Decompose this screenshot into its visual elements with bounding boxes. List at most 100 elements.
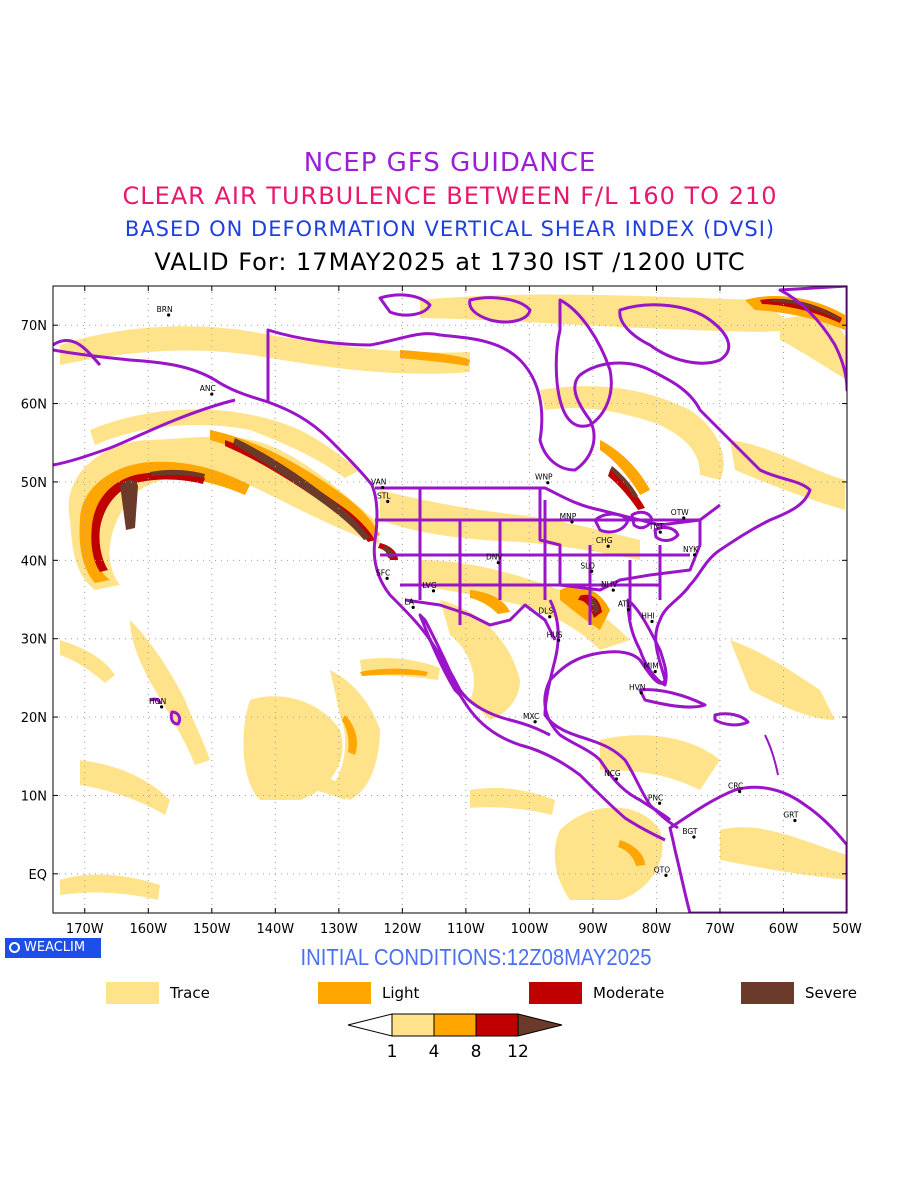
lon-label: 80W <box>642 922 672 937</box>
colorbar-tick-label: 8 <box>471 1042 482 1062</box>
station-label: STL <box>377 492 391 501</box>
station-dot <box>639 691 643 695</box>
station-label: HHI <box>641 611 655 620</box>
chart-title: NCEP GFS GUIDANCE <box>303 148 597 178</box>
station-dot <box>653 670 657 674</box>
lat-label: EQ <box>29 868 47 883</box>
station-dot <box>167 313 171 317</box>
station-label: HVN <box>629 683 645 692</box>
station-dot <box>793 818 797 823</box>
colorbar-tick-label: 1 <box>387 1042 398 1062</box>
station-label: PNC <box>648 793 663 802</box>
colorbar-below-arrow <box>347 1013 393 1037</box>
station-dot <box>614 777 619 781</box>
lon-label: 120W <box>384 922 422 937</box>
lat-label: 10N <box>21 789 47 804</box>
colorbar-trace <box>391 1013 435 1037</box>
initial-conditions: INITIAL CONDITIONS:12Z08MAY2025 <box>300 944 652 970</box>
station-label: MNP <box>560 512 577 521</box>
brand-label: WEACLIM <box>24 940 86 955</box>
valid-time: VALID For: 17MAY2025 at 1730 IST /1200 U… <box>154 248 746 276</box>
station-dot <box>385 576 389 580</box>
station-label: LVG <box>422 581 436 590</box>
lon-label: 160W <box>129 922 167 937</box>
station-label: DNV <box>486 553 503 562</box>
weaclim-circle-icon <box>9 942 20 953</box>
station-dot <box>570 520 574 524</box>
lon-label: 70W <box>705 922 735 937</box>
station-dot <box>210 392 214 396</box>
station-label: HUS <box>547 630 563 639</box>
colorbar-tick-label: 4 <box>429 1042 440 1062</box>
station-label: NYK <box>683 545 699 554</box>
lon-label: 90W <box>578 922 608 937</box>
lon-label: 110W <box>447 922 485 937</box>
station-label: OTW <box>671 508 689 517</box>
station-dot <box>160 705 164 709</box>
legend-label-trace: Trace <box>170 984 210 1002</box>
station-dot <box>386 499 390 504</box>
legend-swatch-moderate <box>529 982 582 1004</box>
chart-subtitle-dvsi: BASED ON DEFORMATION VERTICAL SHEAR INDE… <box>124 217 776 241</box>
station-label: SFC <box>376 568 390 577</box>
map-background <box>53 286 847 913</box>
station-dot <box>546 481 550 485</box>
station-dot <box>557 638 561 642</box>
colorbar-tick-label: 12 <box>507 1042 529 1062</box>
lat-label: 50N <box>21 476 47 491</box>
lat-label: 70N <box>21 319 47 334</box>
station-dot <box>590 569 594 573</box>
colorbar-severe-arrow <box>517 1013 563 1037</box>
legend-label-severe: Severe <box>805 984 857 1002</box>
station-label: NCG <box>604 769 621 778</box>
station-dot <box>411 605 415 609</box>
colorbar: 1 4 8 12 <box>347 1013 563 1062</box>
lon-label: 150W <box>193 922 231 937</box>
station-dot <box>606 544 610 548</box>
station-label: TNT <box>648 522 664 531</box>
station-label: HON <box>149 697 166 706</box>
station-markers: ANC BRN VAN STL SFC LA LVG DNV WNP MNP CHG SLO OTW TN… <box>149 305 799 877</box>
station-label: BGT <box>682 827 698 836</box>
station-label: VAN <box>371 477 386 486</box>
station-label: ANC <box>200 384 216 393</box>
station-dot <box>650 619 654 624</box>
lon-label: 130W <box>320 922 358 937</box>
legend-label-moderate: Moderate <box>593 984 665 1002</box>
colorbar-moderate <box>475 1013 519 1037</box>
station-dot <box>738 789 742 794</box>
station-dot <box>496 561 500 565</box>
station-label: LA <box>404 597 414 606</box>
severe-areas <box>120 299 840 614</box>
station-label: MIM <box>644 662 659 671</box>
lon-label: 60W <box>769 922 799 937</box>
station-dot <box>692 835 696 839</box>
station-label: GRT <box>783 811 798 820</box>
legend-swatch-trace <box>106 982 159 1004</box>
station-dot <box>692 553 697 557</box>
lon-label: 170W <box>66 922 104 937</box>
station-dot <box>611 588 615 592</box>
legend-swatch-light <box>318 982 371 1004</box>
station-label: NHV <box>601 580 618 589</box>
legend-swatch-severe <box>741 982 794 1004</box>
station-label: BRN <box>157 305 173 314</box>
station-dot <box>431 589 436 593</box>
station-dot <box>658 801 662 805</box>
legend-label-light: Light <box>382 984 420 1002</box>
lon-label: 140W <box>256 922 294 937</box>
lat-label: 20N <box>21 711 47 726</box>
map-frame <box>52 285 848 914</box>
station-dot <box>533 720 537 724</box>
map-axes: 70N 60N 50N 40N 30N 20N 10N EQ 170W 160W 150W 140W 1… <box>21 286 862 937</box>
lat-label: 40N <box>21 554 47 569</box>
station-label: CHG <box>596 536 613 545</box>
colorbar-light <box>433 1013 477 1037</box>
station-label: WNP <box>535 473 553 482</box>
graticule <box>53 286 847 913</box>
station-label: SLO <box>580 561 595 570</box>
station-dot <box>626 608 631 612</box>
station-label: MXC <box>523 712 539 721</box>
lon-label: 50W <box>832 922 862 937</box>
